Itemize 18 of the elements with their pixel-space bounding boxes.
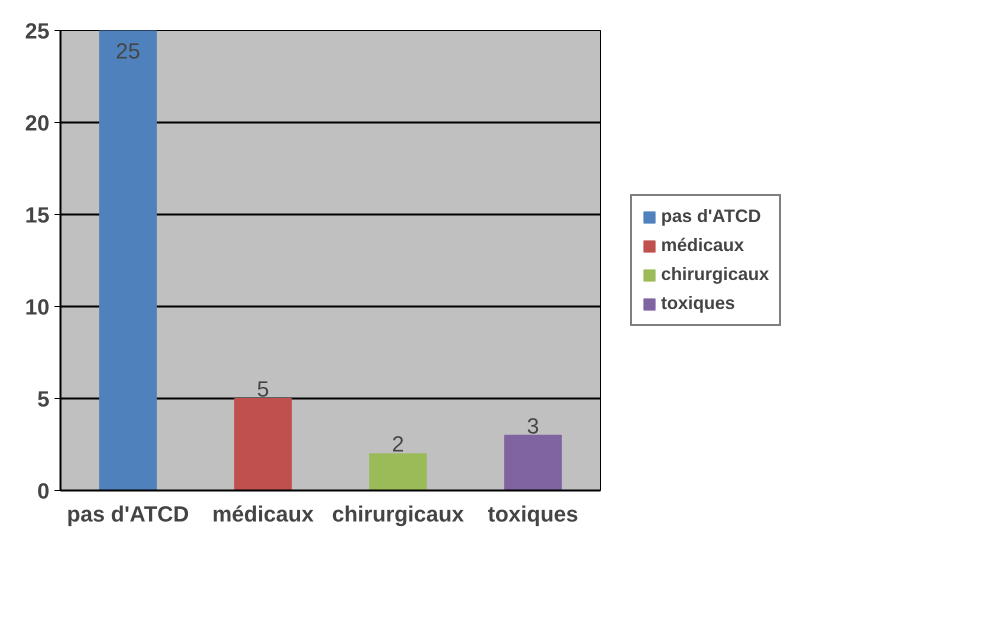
legend-label: toxiques [661,293,736,314]
data-label: 5 [256,376,270,402]
y-tick-label: 20 [25,110,50,136]
legend-label: médicaux [661,235,744,256]
y-tick-label: 0 [37,478,50,504]
y-tick-label: 15 [25,202,50,228]
legend-label: pas d'ATCD [661,206,761,227]
y-tick-label: 10 [25,294,50,320]
y-tick-label: 5 [37,386,50,412]
data-label: 25 [116,38,140,64]
legend-label: chirurgicaux [661,264,770,285]
data-label: 2 [392,432,404,457]
data-label: 3 [526,413,540,438]
y-tick-label: 25 [25,18,50,44]
x-tick-label: chirurgicaux [332,502,465,526]
x-tick-label: médicaux [212,502,315,526]
x-tick-label: pas d'ATCD [66,502,190,526]
x-tick-label: toxiques [488,502,578,526]
